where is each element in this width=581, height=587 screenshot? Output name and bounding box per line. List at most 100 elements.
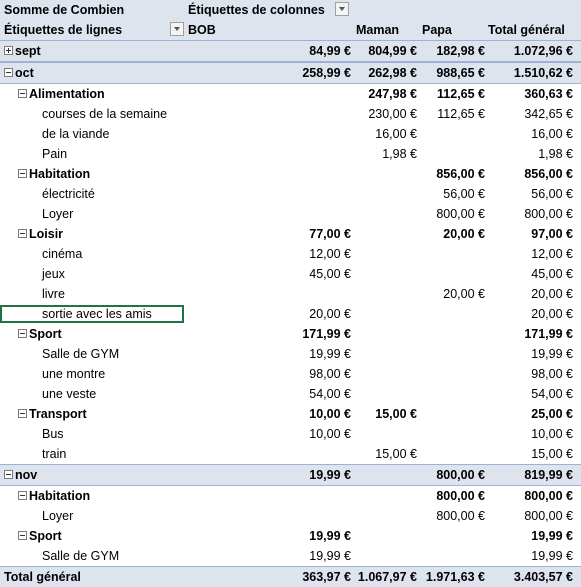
- value-cell-maman[interactable]: [356, 304, 417, 324]
- value-cell-total[interactable]: 819,99 €: [524, 468, 573, 482]
- row-label-cell[interactable]: jeux: [0, 264, 342, 284]
- value-cell-total[interactable]: 10,00 €: [531, 427, 573, 441]
- value-cell-total[interactable]: 342,65 €: [524, 107, 573, 121]
- row-label-cell[interactable]: sept: [0, 41, 304, 61]
- value-cell-bob[interactable]: 10,00 €: [309, 407, 351, 421]
- column-filter-icon[interactable]: [335, 2, 349, 16]
- value-cell-maman[interactable]: 1,98 €: [382, 147, 417, 161]
- value-cell-bob[interactable]: 20,00 €: [309, 307, 351, 321]
- row-label-cell[interactable]: Loyer: [0, 506, 342, 526]
- value-cell-total[interactable]: 45,00 €: [531, 267, 573, 281]
- row-label-cell[interactable]: Transport: [0, 404, 318, 424]
- value-cell-maman[interactable]: 15,00 €: [375, 447, 417, 461]
- value-cell-papa[interactable]: 800,00 €: [436, 468, 485, 482]
- value-cell-maman[interactable]: [356, 506, 417, 526]
- value-cell-total[interactable]: 54,00 €: [531, 387, 573, 401]
- collapse-icon[interactable]: [18, 531, 27, 541]
- value-cell-maman[interactable]: 16,00 €: [375, 127, 417, 141]
- row-label-cell[interactable]: de la viande: [0, 124, 342, 144]
- value-cell-papa[interactable]: 56,00 €: [443, 187, 485, 201]
- value-cell-total[interactable]: 19,99 €: [531, 529, 573, 543]
- value-cell-papa[interactable]: [422, 364, 485, 384]
- value-cell-total[interactable]: 15,00 €: [531, 447, 573, 461]
- value-cell-maman[interactable]: [356, 486, 417, 506]
- value-cell-papa[interactable]: 182,98 €: [436, 44, 485, 58]
- row-label-cell[interactable]: Pain: [0, 144, 342, 164]
- value-cell-maman[interactable]: 230,00 €: [368, 107, 417, 121]
- value-cell-maman[interactable]: [356, 526, 417, 546]
- row-label-cell[interactable]: cinéma: [0, 244, 342, 264]
- value-cell-bob[interactable]: [190, 486, 351, 506]
- value-cell-total[interactable]: 856,00 €: [524, 167, 573, 181]
- value-cell-papa[interactable]: [422, 384, 485, 404]
- sum-field-label[interactable]: Somme de Combien: [4, 3, 125, 17]
- row-label-cell[interactable]: Loisir: [0, 224, 318, 244]
- value-cell-bob[interactable]: [190, 284, 351, 304]
- value-cell-bob[interactable]: 19,99 €: [309, 549, 351, 563]
- value-cell-papa[interactable]: 20,00 €: [443, 287, 485, 301]
- value-cell-total[interactable]: 360,63 €: [524, 87, 573, 101]
- value-cell-maman[interactable]: [356, 344, 417, 364]
- collapse-icon[interactable]: [4, 470, 13, 480]
- value-cell-bob[interactable]: 54,00 €: [309, 387, 351, 401]
- value-cell-maman[interactable]: [356, 465, 417, 485]
- value-cell-total[interactable]: 25,00 €: [531, 407, 573, 421]
- value-cell-papa[interactable]: [422, 444, 485, 464]
- value-cell-total[interactable]: 20,00 €: [531, 287, 573, 301]
- collapse-icon[interactable]: [4, 68, 13, 78]
- row-label-cell[interactable]: Alimentation: [0, 84, 318, 104]
- collapse-icon[interactable]: [18, 169, 27, 179]
- row-label-cell[interactable]: Loyer: [0, 204, 342, 224]
- value-cell-bob[interactable]: 77,00 €: [309, 227, 351, 241]
- row-label-cell[interactable]: Salle de GYM: [0, 344, 342, 364]
- value-cell-papa[interactable]: [422, 264, 485, 284]
- value-cell-bob[interactable]: [190, 84, 351, 104]
- value-cell-maman[interactable]: [356, 164, 417, 184]
- value-cell-bob[interactable]: 45,00 €: [309, 267, 351, 281]
- value-cell-total[interactable]: 800,00 €: [524, 207, 573, 221]
- row-label-cell[interactable]: oct: [0, 63, 304, 83]
- value-cell-total[interactable]: 1.510,62 €: [513, 66, 573, 80]
- expand-icon[interactable]: [4, 46, 13, 56]
- value-cell-papa[interactable]: [422, 324, 485, 344]
- value-cell-maman[interactable]: 15,00 €: [375, 407, 417, 421]
- value-cell-total[interactable]: 56,00 €: [531, 187, 573, 201]
- grand-total-overall[interactable]: 3.403,57 €: [513, 570, 573, 584]
- value-cell-papa[interactable]: [422, 144, 485, 164]
- value-cell-maman[interactable]: [356, 264, 417, 284]
- value-cell-papa[interactable]: 800,00 €: [436, 489, 485, 503]
- collapse-icon[interactable]: [18, 409, 27, 419]
- value-cell-maman[interactable]: [356, 184, 417, 204]
- grand-total-maman[interactable]: 1.067,97 €: [357, 570, 417, 584]
- value-cell-bob[interactable]: 19,99 €: [309, 529, 351, 543]
- value-cell-maman[interactable]: [356, 546, 417, 566]
- value-cell-total[interactable]: 98,00 €: [531, 367, 573, 381]
- value-cell-bob[interactable]: 19,99 €: [309, 468, 351, 482]
- value-cell-bob[interactable]: 12,00 €: [309, 247, 351, 261]
- value-cell-bob[interactable]: 84,99 €: [309, 44, 351, 58]
- value-cell-maman[interactable]: 804,99 €: [368, 44, 417, 58]
- row-label-cell[interactable]: Habitation: [0, 164, 318, 184]
- value-cell-maman[interactable]: 247,98 €: [368, 87, 417, 101]
- value-cell-maman[interactable]: [356, 284, 417, 304]
- grand-total-label[interactable]: Total général: [4, 570, 81, 584]
- collapse-icon[interactable]: [18, 229, 27, 239]
- row-label-cell[interactable]: Salle de GYM: [0, 546, 342, 566]
- value-cell-bob[interactable]: 10,00 €: [309, 427, 351, 441]
- value-cell-bob[interactable]: [190, 164, 351, 184]
- row-label-cell[interactable]: courses de la semaine: [0, 104, 342, 124]
- grand-total-bob[interactable]: 363,97 €: [302, 570, 351, 584]
- row-label-cell[interactable]: une montre: [0, 364, 342, 384]
- row-label-cell[interactable]: nov: [0, 465, 304, 485]
- value-cell-papa[interactable]: [422, 404, 485, 424]
- column-header-maman[interactable]: Maman: [356, 23, 400, 37]
- value-cell-maman[interactable]: [356, 424, 417, 444]
- value-cell-total[interactable]: 800,00 €: [524, 509, 573, 523]
- value-cell-bob[interactable]: [190, 124, 351, 144]
- value-cell-papa[interactable]: 988,65 €: [436, 66, 485, 80]
- row-labels-caption[interactable]: Étiquettes de lignes: [4, 23, 123, 37]
- value-cell-total[interactable]: 171,99 €: [524, 327, 573, 341]
- value-cell-total[interactable]: 19,99 €: [531, 549, 573, 563]
- value-cell-bob[interactable]: [190, 184, 351, 204]
- value-cell-papa[interactable]: [422, 344, 485, 364]
